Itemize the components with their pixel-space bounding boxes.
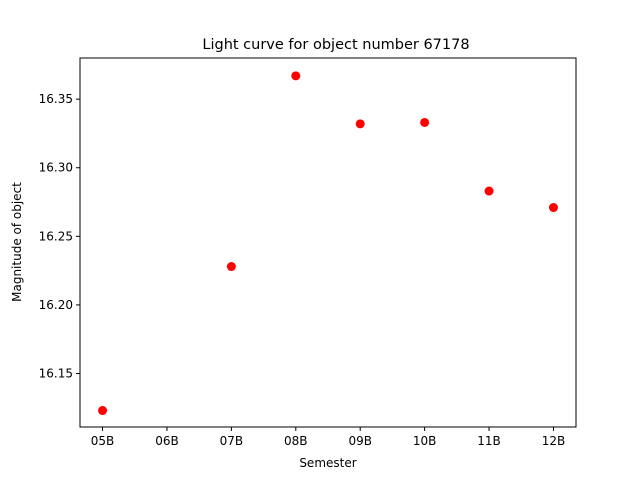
data-point (548, 203, 558, 213)
x-tick-label: 10B (413, 434, 437, 448)
y-tick-label: 16.20 (39, 298, 73, 312)
x-axis-label: Semester (299, 456, 356, 470)
x-tick-label: 05B (91, 434, 115, 448)
x-tick-label: 12B (542, 434, 566, 448)
x-tick-label: 07B (220, 434, 244, 448)
x-tick-label: 11B (477, 434, 501, 448)
y-axis-ticks: 16.15 16.20 16.25 16.30 16.35 (39, 92, 80, 381)
x-tick-label: 06B (155, 434, 179, 448)
x-tick-label: 08B (284, 434, 308, 448)
y-tick-label: 16.15 (39, 367, 73, 381)
data-point (484, 186, 494, 196)
x-tick-label: 09B (348, 434, 372, 448)
data-point (291, 71, 301, 81)
x-axis-ticks: 05B 06B 07B 08B 09B 10B 11B 12B (91, 427, 565, 448)
data-point (420, 117, 430, 127)
y-axis-label: Magnitude of object (10, 182, 24, 302)
y-tick-label: 16.25 (39, 229, 73, 243)
data-point (226, 262, 236, 272)
chart-title: Light curve for object number 67178 (202, 37, 469, 53)
y-tick-label: 16.30 (39, 161, 73, 175)
y-tick-label: 16.35 (39, 92, 73, 106)
plot-area-frame (79, 57, 577, 428)
data-point (355, 119, 365, 129)
data-point (98, 406, 108, 416)
points-layer (98, 71, 558, 416)
